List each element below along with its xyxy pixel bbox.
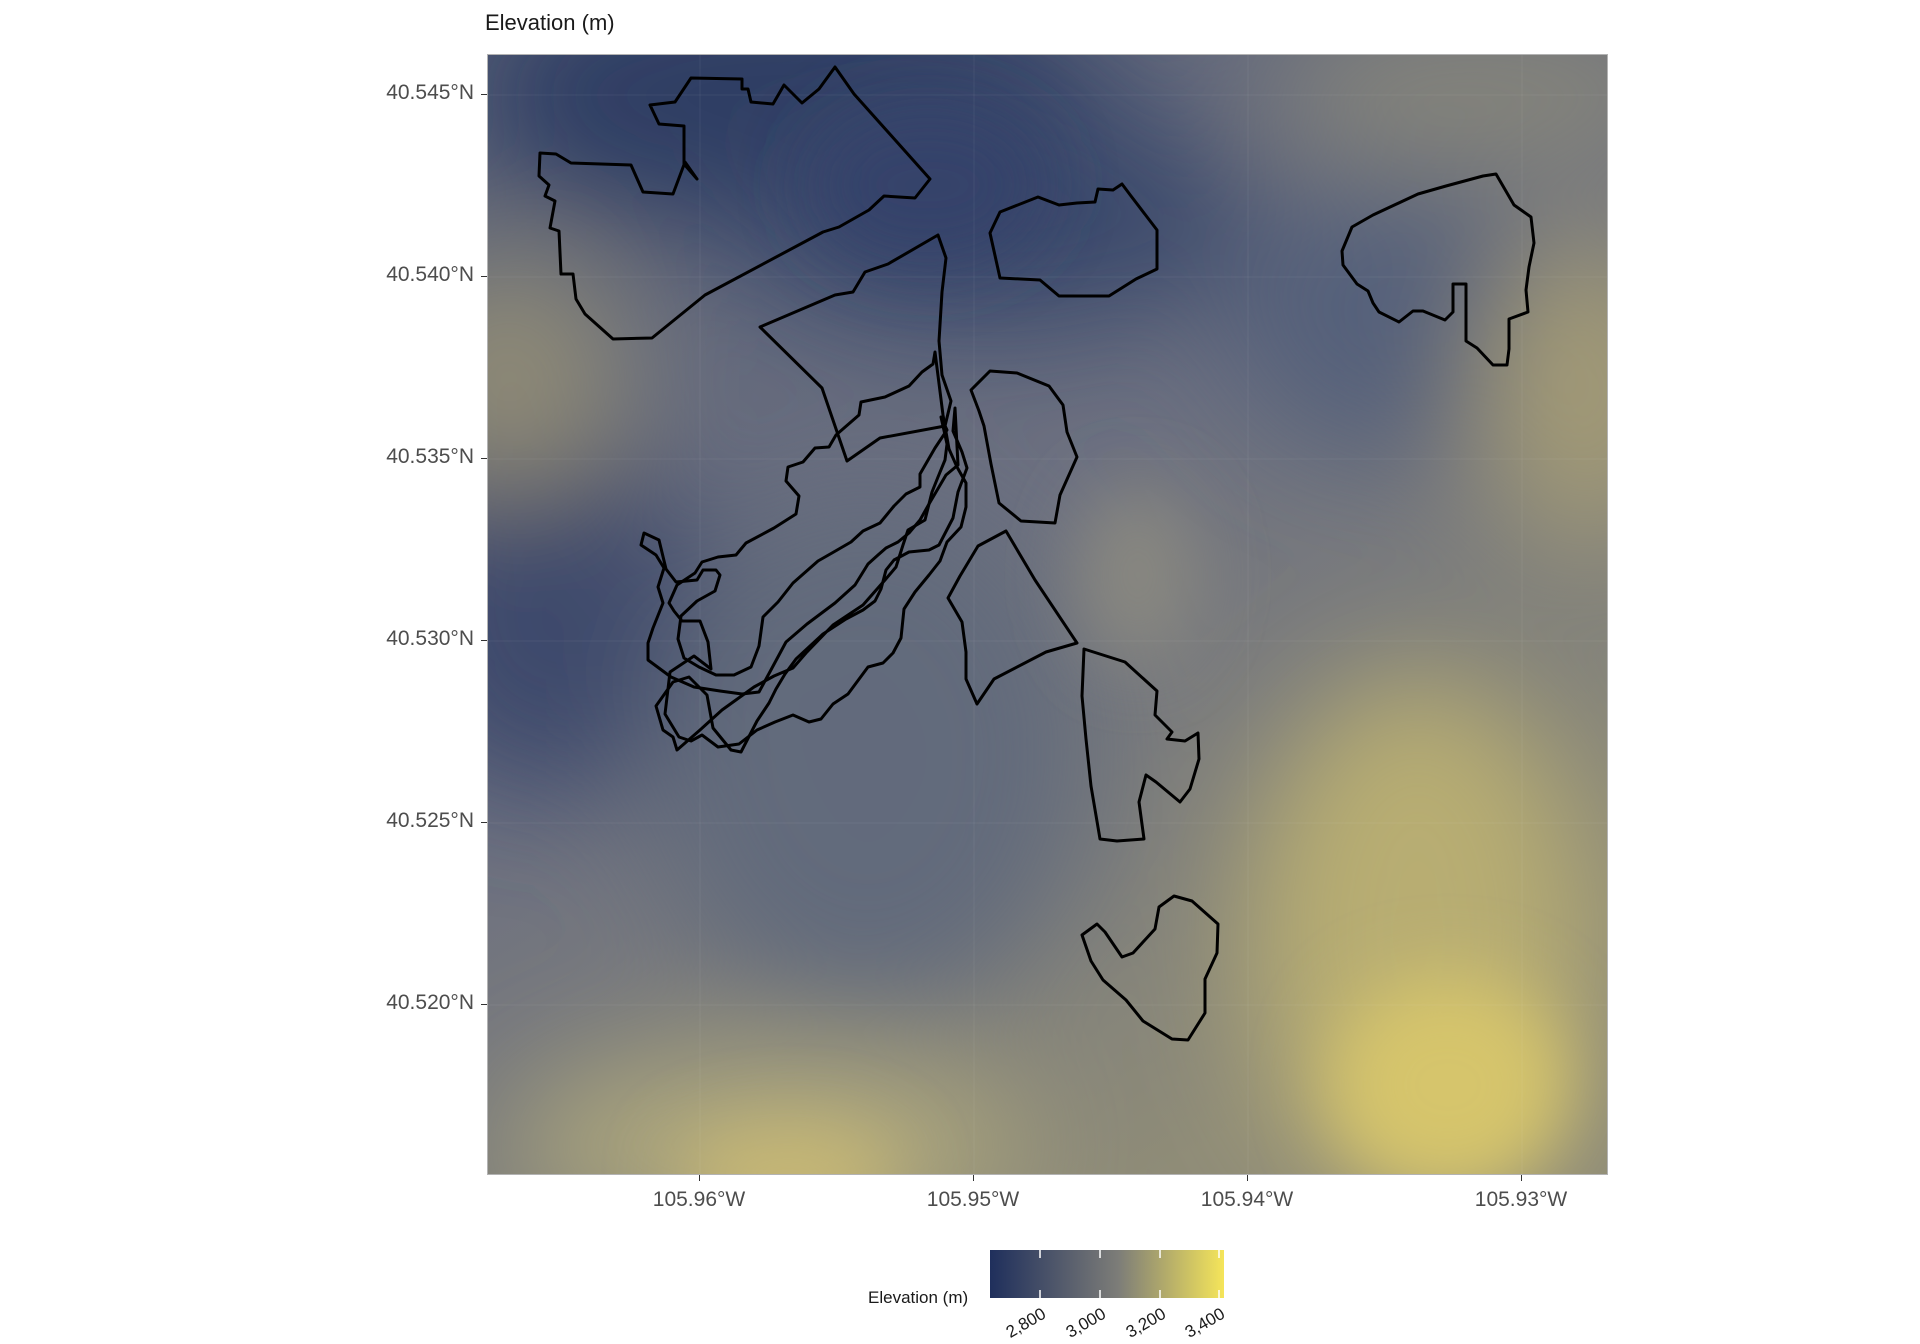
x-tick-label: 105.93°W [1474, 1188, 1568, 1211]
site-polygon-11[interactable] [1080, 894, 1220, 1042]
legend-colorbar [990, 1250, 1224, 1298]
x-tick-label: 105.94°W [1200, 1188, 1294, 1211]
y-tick-mark [481, 822, 487, 823]
site-polygon-9[interactable] [1080, 647, 1201, 843]
x-tick-label: 105.95°W [926, 1188, 1020, 1211]
site-polygon-3[interactable] [988, 182, 1159, 298]
elevation-raster [488, 55, 1607, 1174]
legend-label: 3,400 [1182, 1304, 1229, 1342]
y-tick-label: 40.525°N [386, 809, 474, 832]
elevation-map-panel[interactable] [487, 54, 1608, 1175]
site-polygon-6[interactable] [663, 350, 968, 749]
site-polygon-7[interactable] [639, 415, 949, 696]
site-polygon-2[interactable] [758, 233, 953, 463]
site-polygon-5[interactable] [654, 406, 969, 754]
y-tick-label: 40.535°N [386, 445, 474, 468]
site-polygon-8[interactable] [946, 529, 1079, 706]
y-tick-label: 40.520°N [386, 991, 474, 1014]
x-tick-mark [699, 1175, 700, 1181]
site-polygon-10[interactable] [1340, 172, 1536, 367]
legend-label: 2,800 [1003, 1304, 1050, 1342]
y-tick-mark [481, 1004, 487, 1005]
legend-title: Elevation (m) [868, 1288, 969, 1307]
y-tick-label: 40.540°N [386, 263, 474, 286]
y-tick-label: 40.530°N [386, 627, 474, 650]
y-tick-mark [481, 458, 487, 459]
y-tick-label: 40.545°N [386, 81, 474, 104]
site-polygon-4[interactable] [969, 369, 1079, 525]
legend-label: 3,000 [1063, 1304, 1110, 1342]
y-tick-mark [481, 276, 487, 277]
x-tick-mark [1521, 1175, 1522, 1181]
x-tick-mark [973, 1175, 974, 1181]
map-title: Elevation (m) [485, 10, 615, 35]
y-tick-mark [481, 640, 487, 641]
y-tick-mark [481, 94, 487, 95]
x-tick-label: 105.96°W [652, 1188, 746, 1211]
site-polygon-1[interactable] [537, 65, 932, 341]
legend-label: 3,200 [1123, 1304, 1170, 1342]
x-tick-mark [1247, 1175, 1248, 1181]
